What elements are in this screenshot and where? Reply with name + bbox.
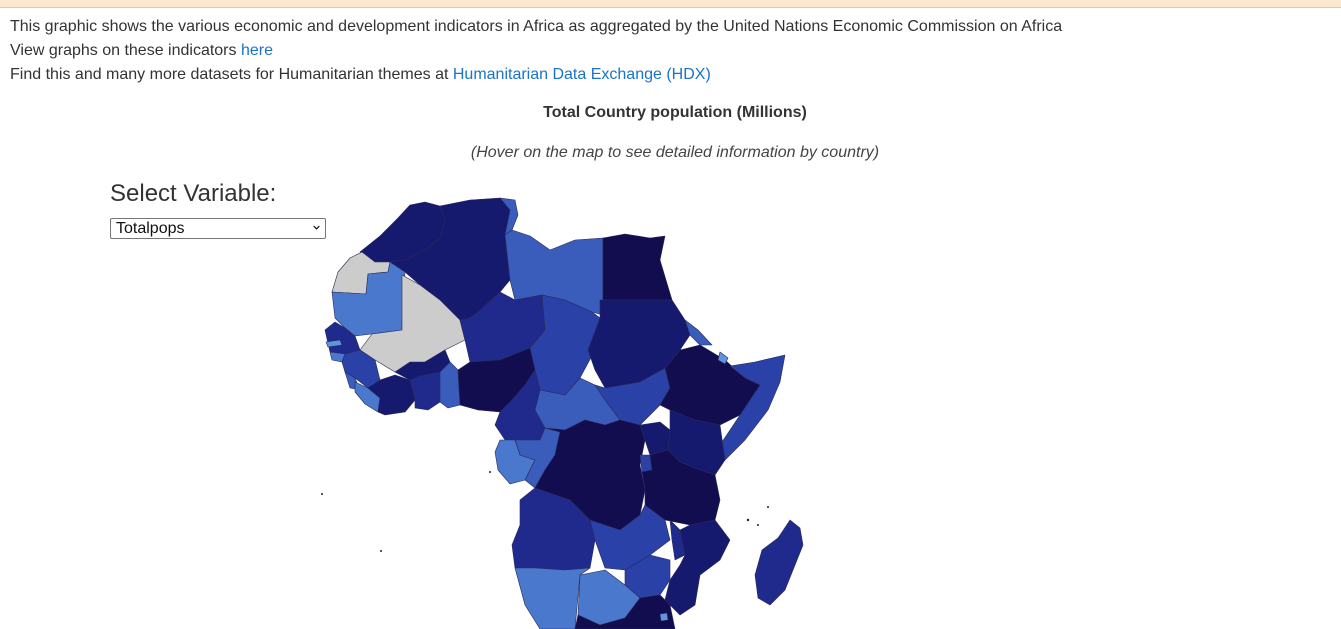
island-sao-tome [489,471,491,473]
island-comoros-2 [757,524,759,526]
country-zambia[interactable] [589,504,671,571]
country-gambia[interactable] [325,339,343,348]
country-malawi[interactable] [669,519,686,561]
variable-select-value: Totalpops [116,220,185,237]
country-madagascar[interactable] [754,519,804,606]
intro-graphs-prefix: View graphs on these indicators [10,42,241,59]
country-uganda[interactable] [639,421,671,456]
africa-choropleth-map[interactable] [300,190,840,629]
country-eswatini[interactable] [659,612,669,622]
country-dr-congo[interactable] [534,419,646,531]
intro-line-hdx: Find this and many more datasets for Hum… [10,63,1062,87]
map-subtitle: (Hover on the map to see detailed inform… [470,144,880,161]
hdx-link[interactable]: Humanitarian Data Exchange (HDX) [452,66,711,83]
variable-select[interactable]: Totalpops [110,218,326,239]
intro-line-graphs: View graphs on these indicators here [10,39,1062,63]
intro-text: This graphic shows the various economic … [10,15,1062,87]
island-st-helena [380,550,382,552]
country-egypt[interactable] [602,233,673,301]
country-djibouti[interactable] [717,351,729,365]
intro-hdx-prefix: Find this and many more datasets for Hum… [10,66,453,83]
island-cape-verde [321,493,323,495]
country-south-africa[interactable] [574,594,676,629]
island-seychelles [767,506,769,508]
select-variable-label: Select Variable: [110,180,277,207]
intro-line-description: This graphic shows the various economic … [10,18,1063,35]
africa-map-svg [321,197,804,629]
country-somalia[interactable] [719,354,786,461]
country-ghana[interactable] [409,371,441,411]
country-eritrea[interactable] [684,319,713,346]
here-link[interactable]: here [240,42,273,59]
island-comoros [746,518,750,522]
map-title: Total Country population (Millions) [543,104,807,121]
country-togo-benin[interactable] [439,361,461,409]
chevron-down-icon [313,225,320,230]
country-cote-divoire[interactable] [367,374,416,416]
country-mozambique[interactable] [664,519,731,616]
top-banner-strip [0,0,1341,8]
